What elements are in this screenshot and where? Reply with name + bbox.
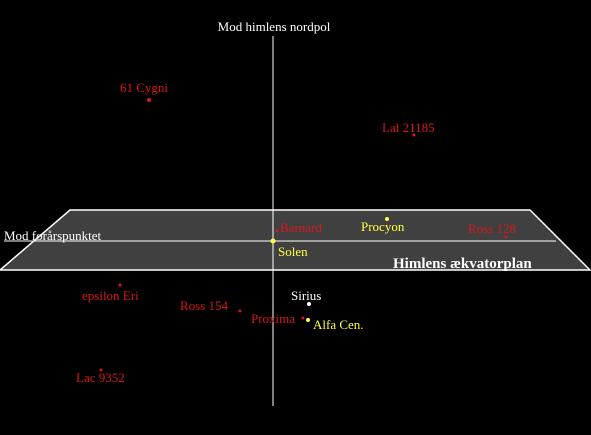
stars: 61 Cygni Lal 21185 Barnard Procyon Ross … [76,80,516,385]
star-dot [99,368,103,372]
star-label: Procyon [361,219,405,234]
star-label: Ross 128 [468,221,516,236]
star-dot [118,283,122,287]
star-label: 61 Cygni [120,80,168,95]
star-dot [238,309,242,313]
star-label: Lal 21185 [382,120,435,135]
star-label: Sirius [291,288,321,303]
star-dot [275,229,279,233]
star-dot [385,217,389,221]
star-dot [301,316,305,320]
star-dot [504,235,508,239]
vernal-label: Mod forårspunktet [4,228,102,243]
star-dot [412,133,416,137]
star-label: epsilon Eri [82,288,139,303]
star-label: Alfa Cen. [313,317,364,332]
star-label: Proxima [251,311,295,326]
star-label: Barnard [280,220,322,235]
equator-plane [0,209,591,271]
north-label: Mod himlens nordpol [218,19,331,34]
star-dot [270,238,276,244]
plane-label: Himlens ækvatorplan [393,256,532,272]
star-dot [306,318,310,322]
star-dot [307,302,311,306]
star-label: Lac 9352 [76,370,125,385]
star-label: Ross 154 [180,298,229,313]
star-dot [147,98,151,102]
star-label: Solen [278,244,308,259]
